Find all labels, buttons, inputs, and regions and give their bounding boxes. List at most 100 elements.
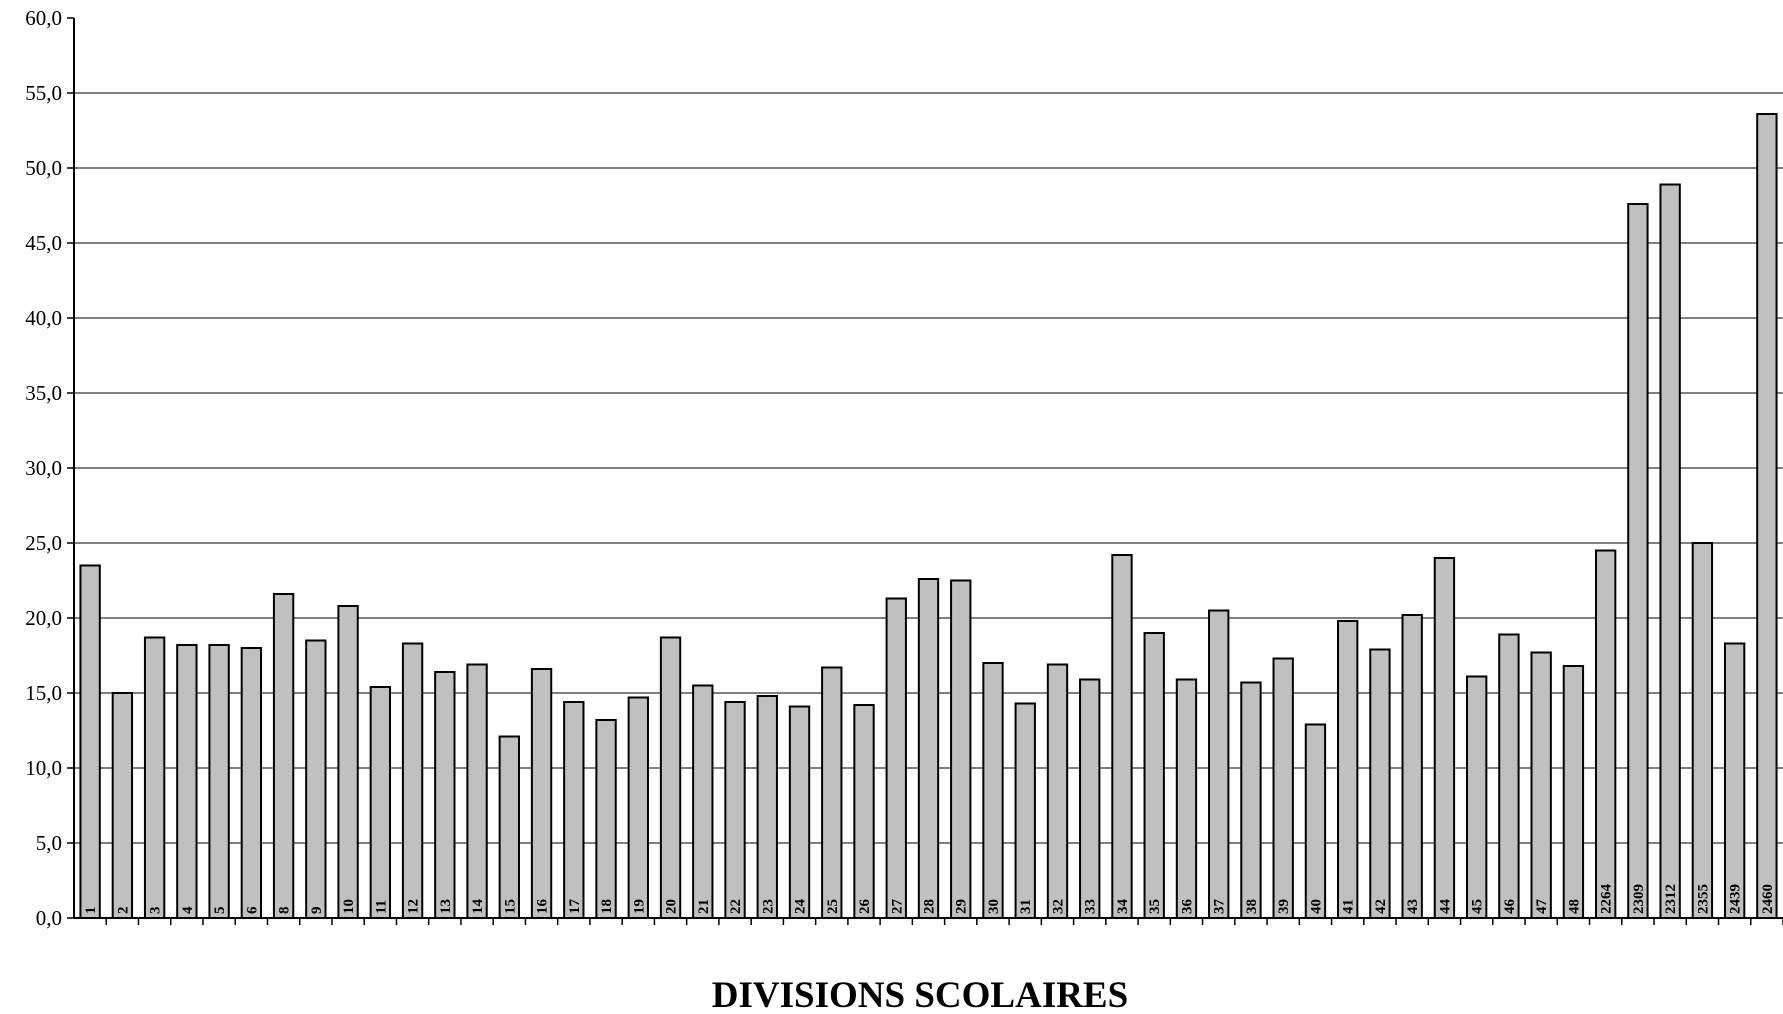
x-tick-label: 14 <box>470 899 486 915</box>
bar <box>756 695 778 919</box>
bar <box>917 578 940 919</box>
y-tick-label: 55,0 <box>25 81 62 105</box>
x-tick-labels: 1 2 3 4 5 6 8 9 10 11 12 13 14 15 16 17 18 19 20 21 22 23 24 25… <box>83 884 1776 915</box>
y-tick-label: 10,0 <box>25 756 62 780</box>
bar <box>1337 620 1359 919</box>
bars <box>79 113 1778 919</box>
bar <box>1304 723 1327 919</box>
x-tick-label: 4 <box>180 906 196 914</box>
bar <box>1433 557 1456 919</box>
x-tick-label: 2264 <box>1599 884 1615 915</box>
x-tick-label: 11 <box>373 900 389 914</box>
bar <box>111 692 134 919</box>
x-tick-label: 47 <box>1534 899 1550 915</box>
axes <box>67 17 1783 925</box>
x-tick-label: 19 <box>631 899 647 914</box>
bar <box>1272 657 1294 919</box>
x-tick-label: 20 <box>664 899 680 914</box>
x-axis-title: DIVISIONS SCOLAIRES <box>712 975 1128 1014</box>
y-tick-label: 15,0 <box>25 681 62 705</box>
x-tick-label: 2312 <box>1663 884 1679 914</box>
gridlines <box>74 92 1783 844</box>
x-tick-label: 2355 <box>1695 884 1711 914</box>
x-tick-label: 40 <box>1308 899 1324 914</box>
x-tick-label: 48 <box>1566 899 1582 914</box>
bar <box>369 686 392 919</box>
bar <box>1756 113 1778 919</box>
bar <box>788 705 811 919</box>
bar <box>337 605 359 919</box>
bar <box>1498 633 1520 919</box>
bar <box>692 684 714 919</box>
y-tick-label: 35,0 <box>25 381 62 405</box>
x-tick-label: 41 <box>1341 899 1357 914</box>
x-tick-label: 30 <box>986 899 1002 914</box>
bar <box>1111 554 1133 919</box>
bar <box>950 579 972 919</box>
x-tick-label: 10 <box>341 899 357 914</box>
bar <box>885 597 907 919</box>
bar <box>1208 609 1230 919</box>
x-tick-label: 2439 <box>1728 884 1744 914</box>
bar <box>1014 702 1036 919</box>
x-tick-label: 34 <box>1115 899 1131 915</box>
y-tick-label: 40,0 <box>25 306 62 330</box>
x-tick-label: 16 <box>535 899 551 915</box>
bar <box>563 701 585 919</box>
bar <box>1723 642 1746 919</box>
bar <box>724 701 746 919</box>
x-tick-label: 15 <box>502 899 518 914</box>
x-tick-label: 45 <box>1470 899 1486 914</box>
bar <box>1627 203 1649 919</box>
bar <box>240 647 263 919</box>
x-tick-label: 21 <box>696 899 712 914</box>
bar <box>1401 614 1423 919</box>
bar <box>305 639 327 919</box>
bar <box>466 663 488 919</box>
x-tick-label: 24 <box>793 899 809 915</box>
x-tick-label: 35 <box>1147 899 1163 914</box>
bar <box>595 719 617 919</box>
bar <box>401 642 424 919</box>
x-tick-label: 42 <box>1373 899 1389 914</box>
x-tick-label: 2309 <box>1631 884 1647 914</box>
x-tick-label: 38 <box>1244 899 1260 914</box>
x-tick-label: 1 <box>83 907 99 915</box>
x-tick-label: 6 <box>244 906 260 914</box>
x-tick-label: 31 <box>1018 899 1034 914</box>
y-tick-label: 5,0 <box>36 831 62 855</box>
bar <box>79 564 101 919</box>
y-tick-label: 50,0 <box>25 156 62 180</box>
x-tick-label: 25 <box>825 899 841 914</box>
bar <box>659 636 682 919</box>
bar <box>1143 632 1165 919</box>
bar <box>1369 648 1391 919</box>
bar <box>530 668 553 919</box>
x-tick-label: 39 <box>1276 899 1292 914</box>
y-tick-label: 0,0 <box>36 906 62 930</box>
bar <box>1659 183 1681 919</box>
x-tick-label: 12 <box>406 899 422 914</box>
bar <box>627 696 649 919</box>
x-tick-label: 2 <box>115 907 131 915</box>
bar <box>1175 678 1198 919</box>
y-tick-label: 60,0 <box>25 6 62 30</box>
x-tick-label: 28 <box>922 899 938 914</box>
x-tick-label: 5 <box>212 907 228 915</box>
x-tick-label: 36 <box>1179 899 1195 915</box>
x-tick-label: 8 <box>277 907 293 915</box>
bar <box>272 593 295 919</box>
bar <box>1466 675 1488 919</box>
x-tick-label: 17 <box>567 899 583 915</box>
bar <box>1530 651 1552 919</box>
bar <box>143 636 166 919</box>
bar <box>821 666 843 919</box>
bar <box>176 644 198 919</box>
bar <box>208 644 230 919</box>
x-tick-label: 2460 <box>1760 884 1776 914</box>
x-tick-label: 27 <box>889 899 905 915</box>
x-tick-label: 33 <box>1083 899 1099 914</box>
x-tick-label: 32 <box>1050 899 1066 914</box>
y-tick-label: 20,0 <box>25 606 62 630</box>
